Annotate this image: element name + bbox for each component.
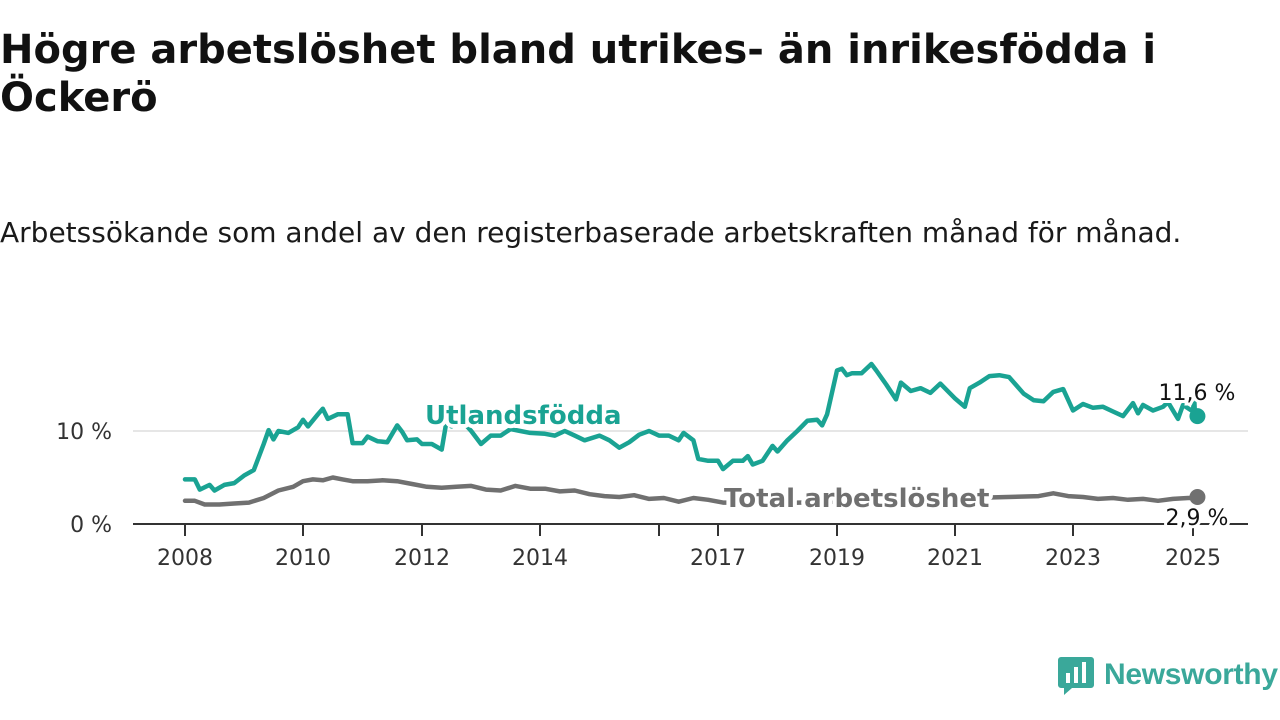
series-label-total: Total arbetslöshet <box>724 484 989 514</box>
x-tick-label: 2021 <box>927 546 983 571</box>
x-tick-label: 2010 <box>275 546 331 571</box>
series-lines <box>182 361 1206 507</box>
total-unemployment-line <box>182 475 1200 507</box>
series-labels: Utlandsfödda Total arbetslöshet 11,6 % 2,9 … <box>421 378 1238 534</box>
newsworthy-logo: Newsworthy <box>1058 655 1278 695</box>
x-tick-label: 2017 <box>690 546 746 571</box>
series-label-foreign-born: Utlandsfödda <box>425 401 622 431</box>
bar-chart-logo-icon <box>1058 657 1094 695</box>
total-end-marker <box>1189 489 1206 506</box>
end-label-total: 2,9 % <box>1166 506 1229 531</box>
x-tick-label: 2023 <box>1045 546 1101 571</box>
chart-title: Högre arbetslöshet bland utrikes- än inr… <box>0 27 1157 121</box>
x-tick-label: 2012 <box>394 546 450 571</box>
x-tick-label: 2014 <box>512 546 568 571</box>
chart-subtitle: Arbetssökande som andel av den registerb… <box>0 216 1182 249</box>
x-tick-label: 2025 <box>1165 546 1221 571</box>
logo-text: Newsworthy <box>1104 658 1278 691</box>
y-tick-label: 0 % <box>70 513 112 538</box>
x-tick-label: 2019 <box>809 546 865 571</box>
foreign-born-end-marker <box>1189 408 1206 425</box>
y-axis: 0 % 10 % <box>56 420 112 538</box>
x-axis: 2008 2010 2012 2014 2017 2019 2021 2023 2025 <box>133 523 1248 571</box>
y-tick-label: 10 % <box>56 420 112 445</box>
end-label-foreign-born: 11,6 % <box>1159 381 1236 406</box>
foreign-born-line <box>182 361 1200 493</box>
x-tick-label: 2008 <box>157 546 213 571</box>
